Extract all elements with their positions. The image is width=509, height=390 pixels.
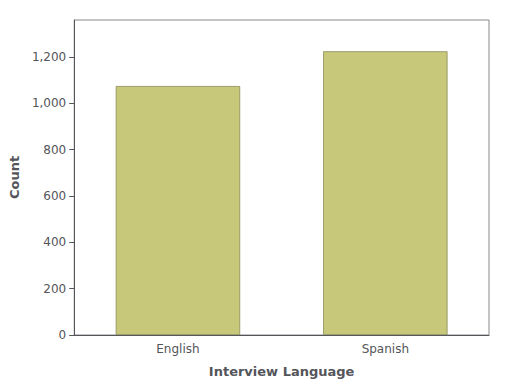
svg-text:400: 400 bbox=[43, 235, 66, 249]
svg-text:600: 600 bbox=[43, 189, 66, 203]
svg-text:Spanish: Spanish bbox=[362, 342, 409, 356]
svg-text:English: English bbox=[156, 342, 199, 356]
svg-text:Interview Language: Interview Language bbox=[209, 364, 355, 379]
svg-text:1,000: 1,000 bbox=[32, 96, 66, 110]
svg-text:200: 200 bbox=[43, 282, 66, 296]
svg-text:Count: Count bbox=[7, 156, 22, 199]
svg-text:0: 0 bbox=[59, 328, 67, 342]
svg-text:1,200: 1,200 bbox=[32, 50, 66, 64]
svg-text:800: 800 bbox=[43, 143, 66, 157]
